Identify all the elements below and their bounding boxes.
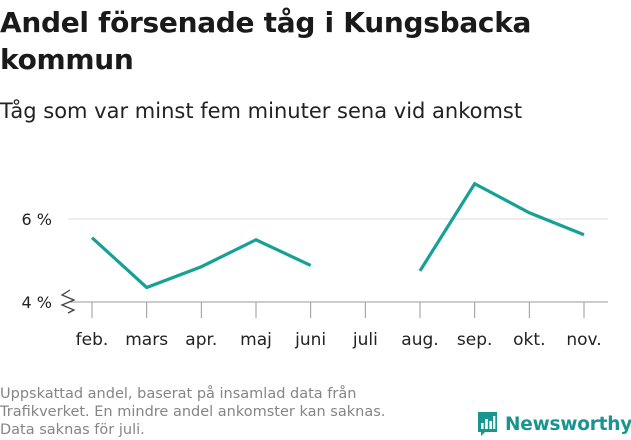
y-tick-label: 4 % <box>22 293 52 312</box>
x-tick-label: juni <box>294 330 326 350</box>
chart-title: Andel försenade tåg i Kungsbacka kommun <box>0 6 532 76</box>
brand-name: Newsworthy <box>505 413 631 435</box>
x-tick-label: aug. <box>401 330 438 350</box>
x-tick-label: maj <box>240 330 272 350</box>
y-tick-label: 6 % <box>22 210 52 229</box>
x-tick-label: sep. <box>457 330 493 350</box>
footnote-line-3: Data saknas för juli. <box>0 422 145 438</box>
footnote-line-1: Uppskattad andel, baserat på insamlad da… <box>0 386 357 402</box>
chart-subtitle: Tåg som var minst fem minuter sena vid a… <box>0 99 523 123</box>
x-tick-label: apr. <box>185 330 217 350</box>
series-line-segment <box>418 181 585 272</box>
line-chart: 4 % 6 % feb. mars apr. maj juni juli aug. sep. okt… <box>22 181 608 350</box>
x-tick-label: nov. <box>566 330 601 350</box>
x-tick-label: juli <box>352 330 378 350</box>
footnote: Uppskattad andel, baserat på insamlad da… <box>0 385 440 439</box>
x-tick-label: feb. <box>76 330 109 350</box>
bar-chart-logo-icon <box>478 412 497 436</box>
brand-logo: Newsworthy <box>476 408 631 440</box>
x-tick-label: mars <box>125 330 168 350</box>
axis-break-mark <box>60 289 76 314</box>
x-tick-label: okt. <box>513 330 545 350</box>
series-line-segment <box>90 236 312 290</box>
footnote-line-2: Trafikverket. En mindre andel ankomster … <box>0 404 386 420</box>
